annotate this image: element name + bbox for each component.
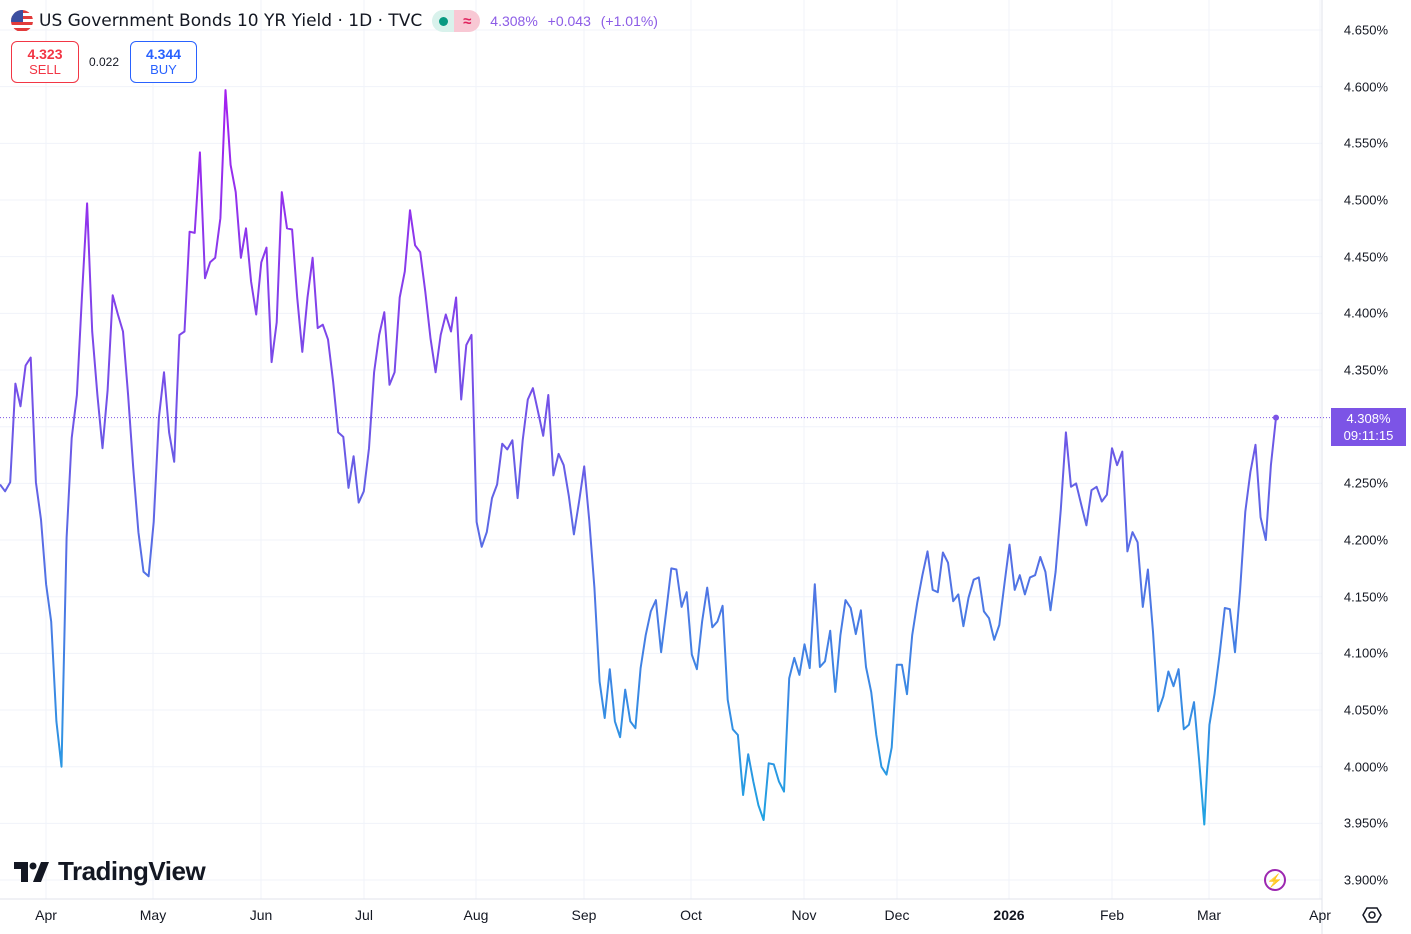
time-tick-label: Apr [1309, 907, 1331, 923]
time-tick-label: Aug [463, 907, 489, 923]
price-tick-label: 4.500% [1343, 192, 1388, 208]
tradingview-logo[interactable]: TradingView [14, 856, 206, 887]
time-tick-label: 2026 [993, 907, 1025, 923]
last-price-value: 4.308% [1346, 411, 1391, 426]
symbol-header: US Government Bonds 10 YR Yield · 1D · T… [11, 9, 664, 33]
price-tick-label: 4.600% [1343, 79, 1388, 95]
time-tick-label: Oct [680, 907, 702, 923]
settings-gear-icon[interactable] [1362, 905, 1382, 925]
price-tick-label: 4.550% [1343, 135, 1388, 151]
price-tick-label: 4.200% [1343, 532, 1388, 548]
sell-price: 4.323 [27, 46, 63, 62]
buy-button[interactable]: 4.344 BUY [130, 41, 197, 83]
market-open-dot-icon [432, 10, 455, 32]
symbol-title[interactable]: US Government Bonds 10 YR Yield · 1D · T… [39, 11, 423, 31]
price-tick-label: 4.050% [1343, 702, 1388, 718]
grid-lines [0, 0, 1322, 899]
lightning-icon[interactable]: ⚡ [1264, 869, 1286, 891]
price-tick-label: 3.950% [1343, 815, 1388, 831]
time-tick-label: Jun [249, 907, 273, 923]
price-change: +0.043 [547, 13, 591, 29]
us-flag-icon [11, 10, 33, 32]
price-change-percent: (+1.01%) [600, 13, 658, 29]
price-tick-label: 4.100% [1343, 645, 1388, 661]
approx-icon: ≈ [454, 10, 481, 32]
price-tick-label: 4.650% [1343, 22, 1388, 38]
bar-countdown: 09:11:15 [1343, 428, 1394, 443]
buy-label: BUY [150, 62, 177, 77]
yield-series-line [0, 89, 1277, 826]
status-pill[interactable]: ≈ [432, 10, 481, 32]
time-tick-label: Sep [571, 907, 597, 923]
time-tick-label: Nov [791, 907, 817, 923]
sell-button[interactable]: 4.323 SELL [11, 41, 79, 83]
price-tick-label: 3.900% [1343, 872, 1388, 888]
spread-value: 0.022 [89, 55, 120, 69]
time-tick-label: Jul [355, 907, 373, 923]
tradingview-logo-icon [14, 861, 49, 882]
quote-values: 4.308% +0.043 (+1.01%) [490, 13, 664, 29]
time-tick-label: Apr [35, 907, 57, 923]
price-tick-label: 4.400% [1343, 305, 1388, 321]
last-price-dot [1273, 414, 1279, 421]
logo-text: TradingView [58, 856, 206, 886]
time-tick-label: Mar [1196, 907, 1222, 923]
time-tick-label: Dec [884, 907, 910, 923]
sell-label: SELL [29, 62, 61, 77]
price-tick-label: 4.150% [1343, 589, 1388, 605]
price-tick-label: 4.000% [1343, 759, 1388, 775]
price-tick-label: 4.250% [1343, 475, 1388, 491]
time-tick-label: Feb [1099, 907, 1125, 923]
last-price-label: 4.308% 09:11:15 [1331, 408, 1406, 446]
buy-price: 4.344 [145, 46, 182, 62]
price-tick-label: 4.450% [1343, 249, 1388, 265]
last-price: 4.308% [490, 13, 538, 29]
price-tick-label: 4.350% [1343, 362, 1388, 378]
time-tick-label: May [139, 907, 167, 923]
